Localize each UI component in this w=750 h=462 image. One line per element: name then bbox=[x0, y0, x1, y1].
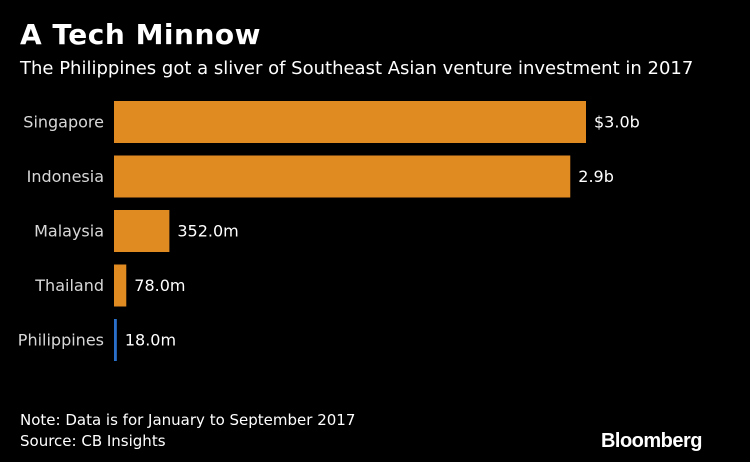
bar bbox=[114, 155, 571, 198]
bloomberg-logo: Bloomberg bbox=[600, 430, 703, 452]
category-label: Malaysia bbox=[34, 222, 104, 241]
value-label: 352.0m bbox=[177, 222, 238, 241]
category-label: Indonesia bbox=[27, 167, 104, 186]
category-label: Philippines bbox=[18, 331, 104, 350]
value-label: 78.0m bbox=[134, 276, 185, 295]
value-label: $3.0b bbox=[594, 113, 640, 132]
footnote: Note: Data is for January to September 2… bbox=[20, 411, 356, 429]
source-note: Source: CB Insights bbox=[20, 432, 166, 450]
value-label: 2.9b bbox=[578, 167, 614, 186]
category-label: Thailand bbox=[34, 276, 104, 295]
chart-title: A Tech Minnow bbox=[20, 18, 261, 51]
bar bbox=[114, 264, 127, 307]
bar bbox=[114, 319, 117, 361]
value-label: 18.0m bbox=[125, 331, 176, 350]
category-label: Singapore bbox=[23, 113, 104, 132]
chart-subtitle: The Philippines got a sliver of Southeas… bbox=[20, 58, 694, 79]
bar bbox=[114, 101, 586, 143]
bar bbox=[114, 210, 170, 252]
